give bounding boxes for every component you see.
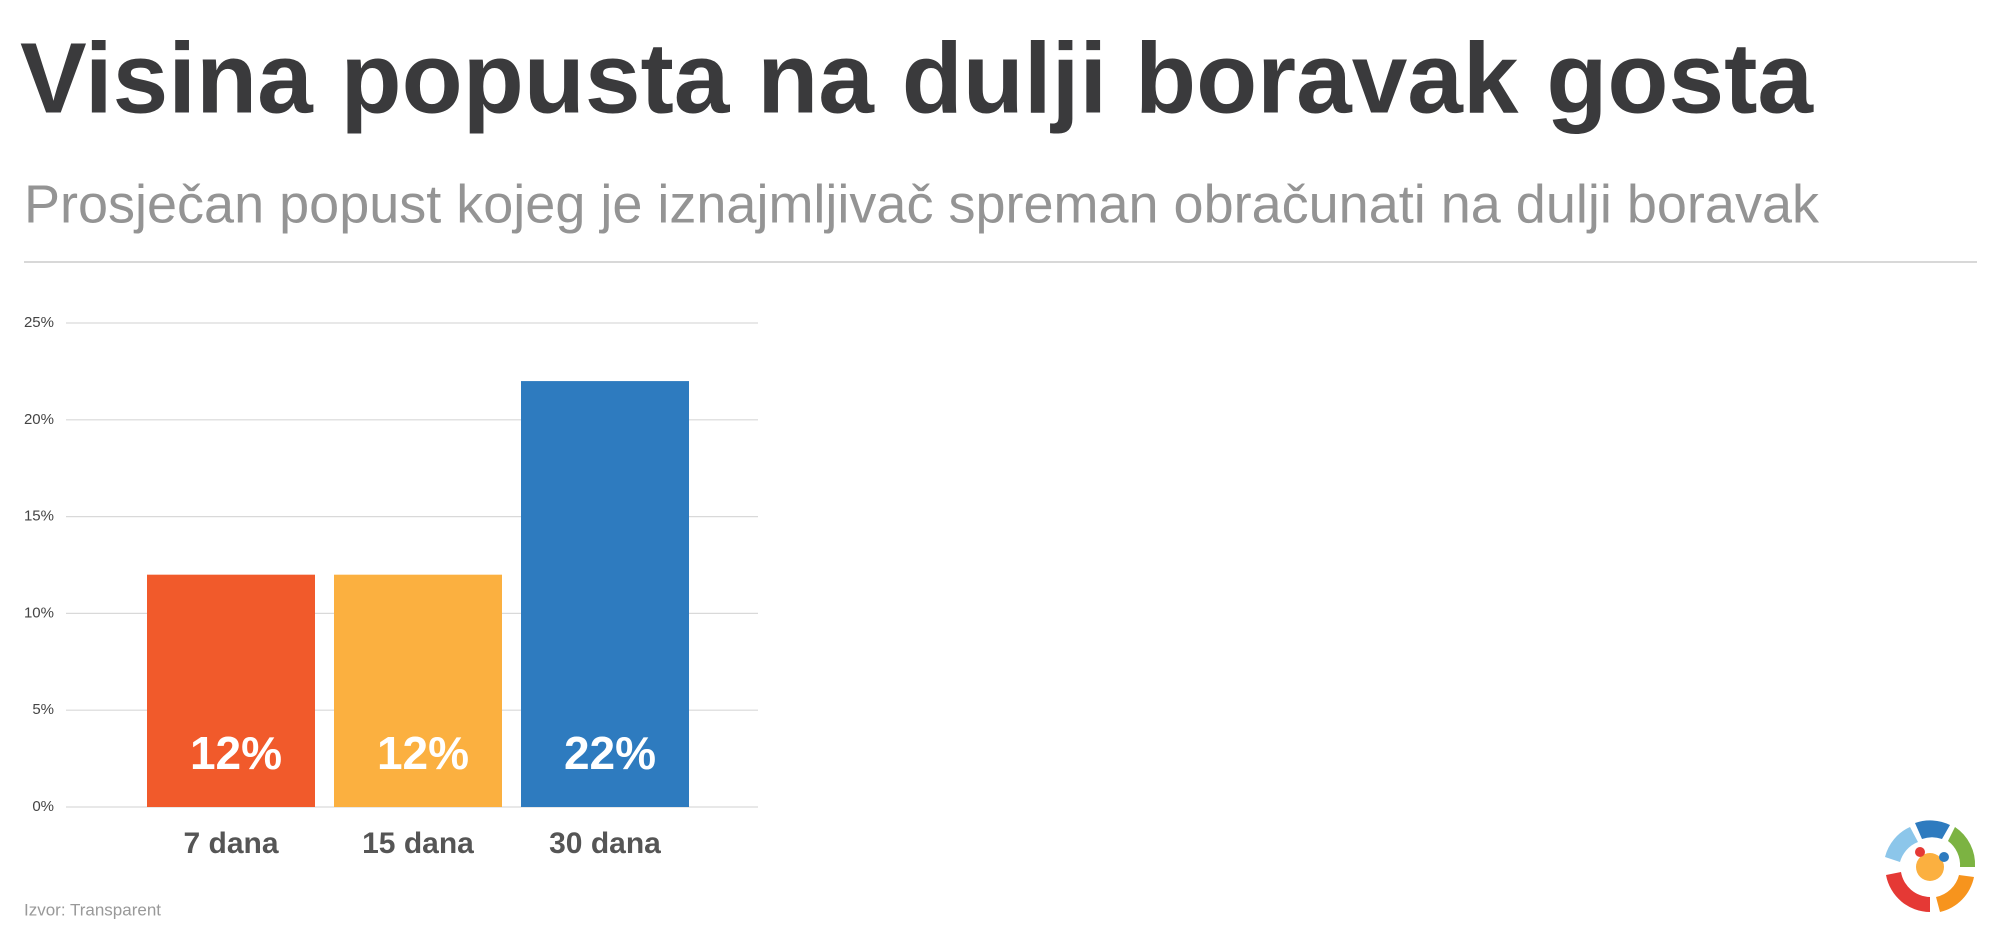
x-tick-label: 30 dana <box>549 827 661 860</box>
logo <box>1885 820 1976 912</box>
y-tick-label: 10% <box>24 604 54 621</box>
y-tick-label: 5% <box>32 701 54 718</box>
bar <box>147 574 315 807</box>
value-label: 12% <box>190 727 282 779</box>
x-tick-label: 7 dana <box>183 827 278 860</box>
chart-title: Visina popusta na dulji boravak gosta <box>20 22 1814 134</box>
bar <box>521 381 689 807</box>
x-tick-label: 15 dana <box>362 827 474 860</box>
source: Izvor: Transparent <box>24 900 161 919</box>
chart-subtitle: Prosječan popust kojeg je iznajmljivač s… <box>24 174 1820 234</box>
y-tick-label: 20% <box>24 411 54 428</box>
value-label: 12% <box>377 727 469 779</box>
y-tick-label: 0% <box>32 798 54 815</box>
y-tick-label: 25% <box>24 314 54 331</box>
value-label: 22% <box>564 727 656 779</box>
y-tick-label: 15% <box>24 508 54 525</box>
bar <box>334 574 502 807</box>
